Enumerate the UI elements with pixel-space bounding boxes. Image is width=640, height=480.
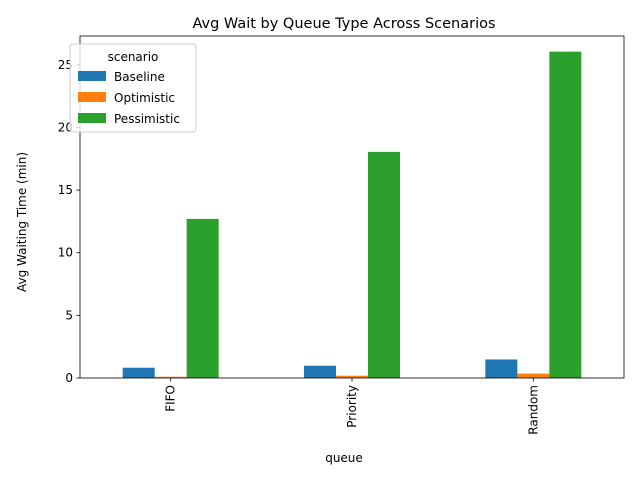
legend-swatch-pessimistic [78,113,106,123]
y-tick-label: 20 [58,120,73,134]
bar-optimistic-fifo [154,376,187,378]
legend-title: scenario [108,50,159,64]
bar-pessimistic-random [549,51,582,379]
legend-frame [69,43,197,133]
bar-optimistic-priority [336,375,368,378]
y-axis-label: Avg Waiting Time (min) [15,152,29,292]
chart-title: Avg Wait by Queue Type Across Scenarios [192,16,495,32]
y-tick-label: 25 [58,58,73,72]
legend-swatch-optimistic [78,92,106,102]
bar-pessimistic-priority [368,151,400,378]
legend-label-baseline: Baseline [114,70,165,84]
bar-optimistic-random [517,373,550,378]
legend-label-optimistic: Optimistic [114,91,175,105]
y-tick-label: 0 [65,371,73,385]
legend: scenario Baseline Optimistic Pessimistic [69,43,197,133]
bar-baseline-fifo [122,367,155,378]
y-tick-label: 10 [58,246,73,260]
plot-area: 0 5 10 15 20 25 FIFO Priority Random [58,35,625,435]
x-tick-label: Random [526,385,540,435]
bar-pessimistic-fifo [186,218,219,378]
bar-baseline-random [485,359,518,378]
x-axis-label: queue [325,451,363,465]
legend-label-pessimistic: Pessimistic [114,112,180,126]
y-tick-label: 5 [65,308,73,322]
x-tick-label: FIFO [164,385,178,412]
y-tick-label: 15 [58,183,73,197]
legend-swatch-baseline [78,71,106,81]
bar-baseline-priority [304,365,336,378]
x-tick-label: Priority [345,385,359,428]
